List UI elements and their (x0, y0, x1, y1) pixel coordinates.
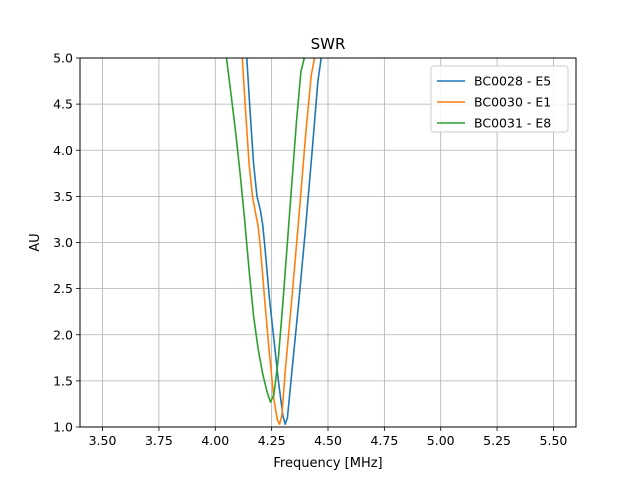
legend-box (430, 65, 569, 133)
y-axis-ticks: 1.0 1.5 2.0 2.5 3.0 3.5 4.0 4.5 5.0 (53, 51, 80, 435)
legend-entry: BC0030 - E1 (474, 95, 551, 110)
x-tick-label: 3.75 (145, 433, 173, 448)
x-axis-label: Frequency [MHz] (273, 456, 382, 471)
x-tick-label: 5.25 (483, 433, 511, 448)
y-tick-label: 1.0 (53, 420, 73, 435)
legend: BC0028 - E5 BC0030 - E1 BC0031 - E8 (430, 65, 569, 133)
legend-entry: BC0031 - E8 (474, 116, 551, 131)
x-tick-label: 3.50 (89, 433, 117, 448)
y-tick-label: 1.5 (53, 373, 73, 388)
x-tick-label: 4.50 (314, 433, 342, 448)
x-axis-ticks: 3.50 3.75 4.00 4.25 4.50 4.75 5.00 5.25 5.50 (89, 427, 568, 448)
x-tick-label: 5.00 (427, 433, 455, 448)
series-line-1 (241, 57, 316, 426)
y-tick-label: 3.0 (53, 235, 73, 250)
y-tick-label: 3.5 (53, 189, 73, 204)
series-line-0 (246, 57, 322, 426)
x-tick-label: 4.25 (258, 433, 286, 448)
x-tick-label: 4.75 (370, 433, 398, 448)
y-tick-label: 4.0 (53, 143, 73, 158)
y-axis-label: AU (28, 233, 43, 251)
y-tick-label: 2.5 (53, 281, 73, 296)
chart-title: SWR (311, 35, 346, 53)
y-tick-label: 2.0 (53, 327, 73, 342)
series-lines (225, 57, 322, 426)
y-tick-label: 5.0 (53, 51, 73, 66)
x-tick-label: 5.50 (540, 433, 568, 448)
series-line-2 (225, 57, 306, 403)
y-tick-label: 4.5 (53, 97, 73, 112)
x-tick-label: 4.00 (201, 433, 229, 448)
legend-entry: BC0028 - E5 (474, 74, 551, 89)
